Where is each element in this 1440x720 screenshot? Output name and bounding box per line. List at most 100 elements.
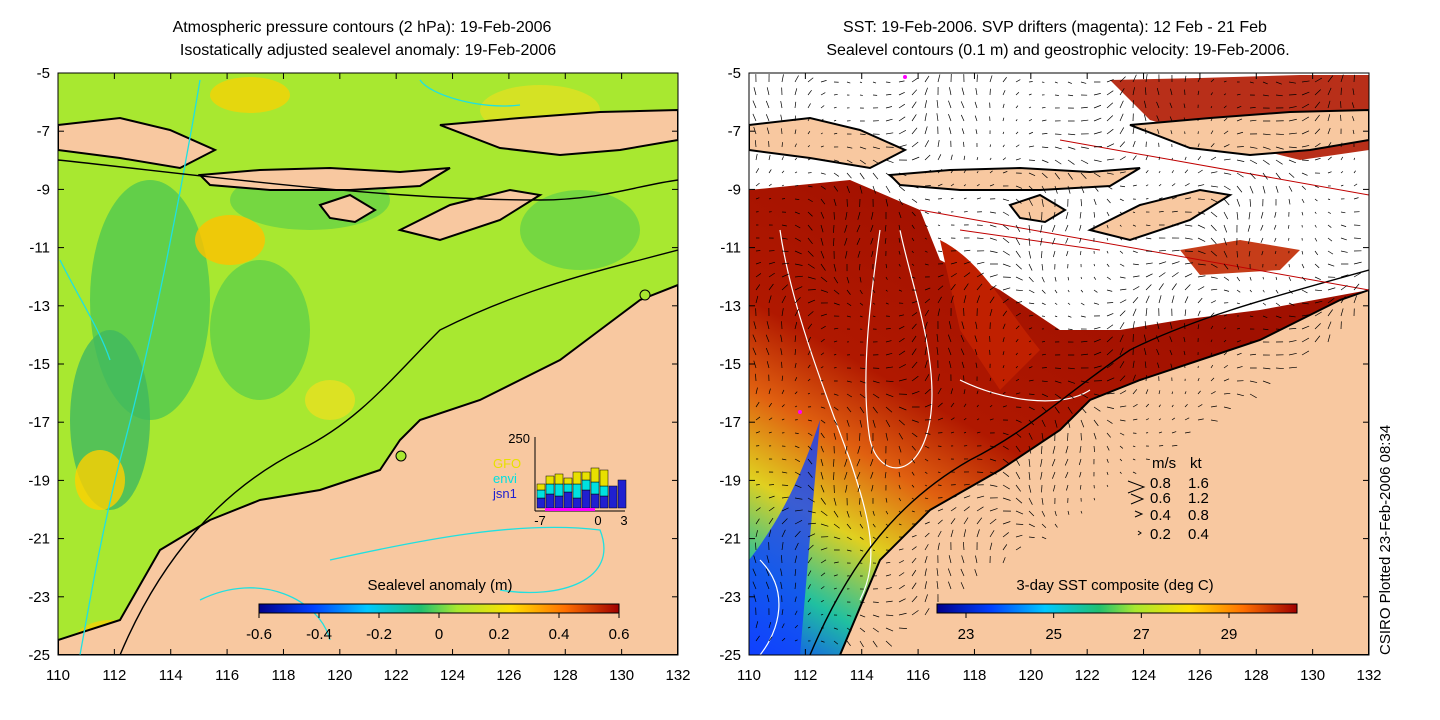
velocity-arrow [794, 129, 797, 135]
drifter-strip [545, 508, 595, 511]
velocity-arrow [911, 312, 918, 317]
velocity-arrow [1002, 365, 1005, 369]
velocity-arrow [1119, 419, 1126, 422]
velocity-arrow [1066, 250, 1069, 257]
velocity-arrow [898, 471, 901, 478]
velocity-arrow [1028, 484, 1032, 493]
velocity-arrow [1223, 263, 1229, 270]
velocity-arrow [884, 471, 887, 479]
velocity-arrow [1301, 337, 1310, 343]
velocity-arrow [1080, 172, 1087, 180]
velocity-arrow [1353, 170, 1356, 174]
velocity-arrow [924, 521, 930, 525]
velocity-arrow [1028, 510, 1035, 517]
velocity-arrow [1184, 197, 1191, 200]
velocity-arrow [963, 170, 966, 174]
velocity-arrow [1340, 211, 1346, 214]
velocity-arrow [1015, 263, 1022, 270]
velocity-arrow [1288, 81, 1296, 84]
velocity-arrow [781, 542, 784, 551]
velocity-arrow [911, 300, 918, 304]
velocity-arrow [1002, 298, 1009, 304]
velocity-arrow [1028, 198, 1033, 206]
velocity-arrow [1197, 90, 1200, 96]
velocity-arrow [820, 559, 827, 564]
velocity-arrow [1156, 87, 1160, 96]
velocity-arrow [989, 75, 993, 83]
velocity-arrow [898, 497, 902, 502]
right-xtick-label: 110 [737, 667, 761, 684]
velocity-arrow [807, 419, 812, 422]
velocity-arrow [1223, 237, 1227, 246]
velocity-arrow [1002, 117, 1005, 122]
right-ytick-label: -13 [719, 298, 741, 315]
velocity-arrow [1223, 144, 1230, 148]
velocity-arrow [1249, 341, 1256, 343]
velocity-arrow [1119, 375, 1126, 382]
velocity-arrow [898, 198, 904, 206]
velocity-arrow [963, 529, 967, 538]
velocity-arrow [1210, 419, 1218, 422]
velocity-arrow [1132, 445, 1136, 448]
velocity-arrow [898, 458, 901, 466]
velocity-arrow [1002, 90, 1006, 96]
velocity-arrow [1223, 130, 1229, 135]
velocity-arrow [1028, 353, 1032, 356]
velocity-arrow [1093, 497, 1096, 501]
velocity-arrow [1249, 289, 1252, 293]
right-ytick-label: -23 [719, 589, 741, 606]
left-xtick-label: 130 [609, 667, 634, 684]
velocity-arrow [833, 574, 838, 577]
velocity-arrow [1015, 131, 1019, 135]
velocity-arrow [1041, 172, 1048, 179]
velocity-arrow [1002, 432, 1009, 436]
velocity-arrow [846, 159, 853, 164]
velocity-arrow [1067, 510, 1070, 515]
inset-xtick: 0 [594, 513, 601, 528]
velocity-arrow [1275, 328, 1283, 331]
islands-land [887, 166, 1141, 191]
velocity-arrow [1067, 172, 1073, 180]
velocity-arrow [1223, 211, 1229, 220]
velocity-arrow [820, 600, 824, 603]
velocity-arrow [974, 335, 978, 343]
velocity-arrow [911, 185, 919, 189]
velocity-arrow [768, 295, 772, 304]
velocity-arrow [781, 471, 788, 474]
velocity-arrow [766, 555, 770, 564]
velocity-arrow [1327, 142, 1332, 148]
velocity-arrow [885, 380, 894, 382]
velocity-arrow [1054, 302, 1058, 305]
velocity-arrow [1065, 471, 1069, 479]
inset-bar [563, 491, 573, 509]
velocity-arrow [820, 118, 824, 122]
velocity-arrow [1067, 289, 1070, 293]
velocity-arrow [1261, 250, 1264, 256]
velocity-arrow [872, 523, 876, 528]
velocity-arrow [1106, 313, 1114, 317]
velocity-arrow [937, 237, 942, 240]
velocity-arrow [765, 347, 770, 356]
velocity-arrow [1288, 352, 1297, 356]
velocity-arrow [924, 298, 931, 304]
left-ytick-label: -7 [37, 123, 50, 140]
velocity-arrow [794, 542, 799, 551]
velocity-arrow [859, 393, 866, 399]
pressure-contour [79, 79, 201, 655]
velocity-arrow [924, 87, 928, 96]
velocity-arrow [884, 237, 887, 244]
velocity-arrow [807, 471, 813, 478]
velocity-arrow [937, 183, 943, 187]
velocity-arrow [1236, 172, 1244, 178]
velocity-arrow [1093, 117, 1102, 122]
velocity-arrow [1002, 445, 1009, 450]
velocity-arrow [794, 185, 799, 187]
velocity-arrow [924, 263, 929, 266]
inset-bar [581, 489, 591, 509]
velocity-arrow [1210, 263, 1218, 268]
velocity-arrow [1248, 211, 1251, 220]
velocity-arrow [1223, 327, 1227, 330]
velocity-arrow [807, 224, 813, 231]
velocity-arrow [1158, 211, 1164, 213]
velocity-arrow [937, 417, 944, 421]
